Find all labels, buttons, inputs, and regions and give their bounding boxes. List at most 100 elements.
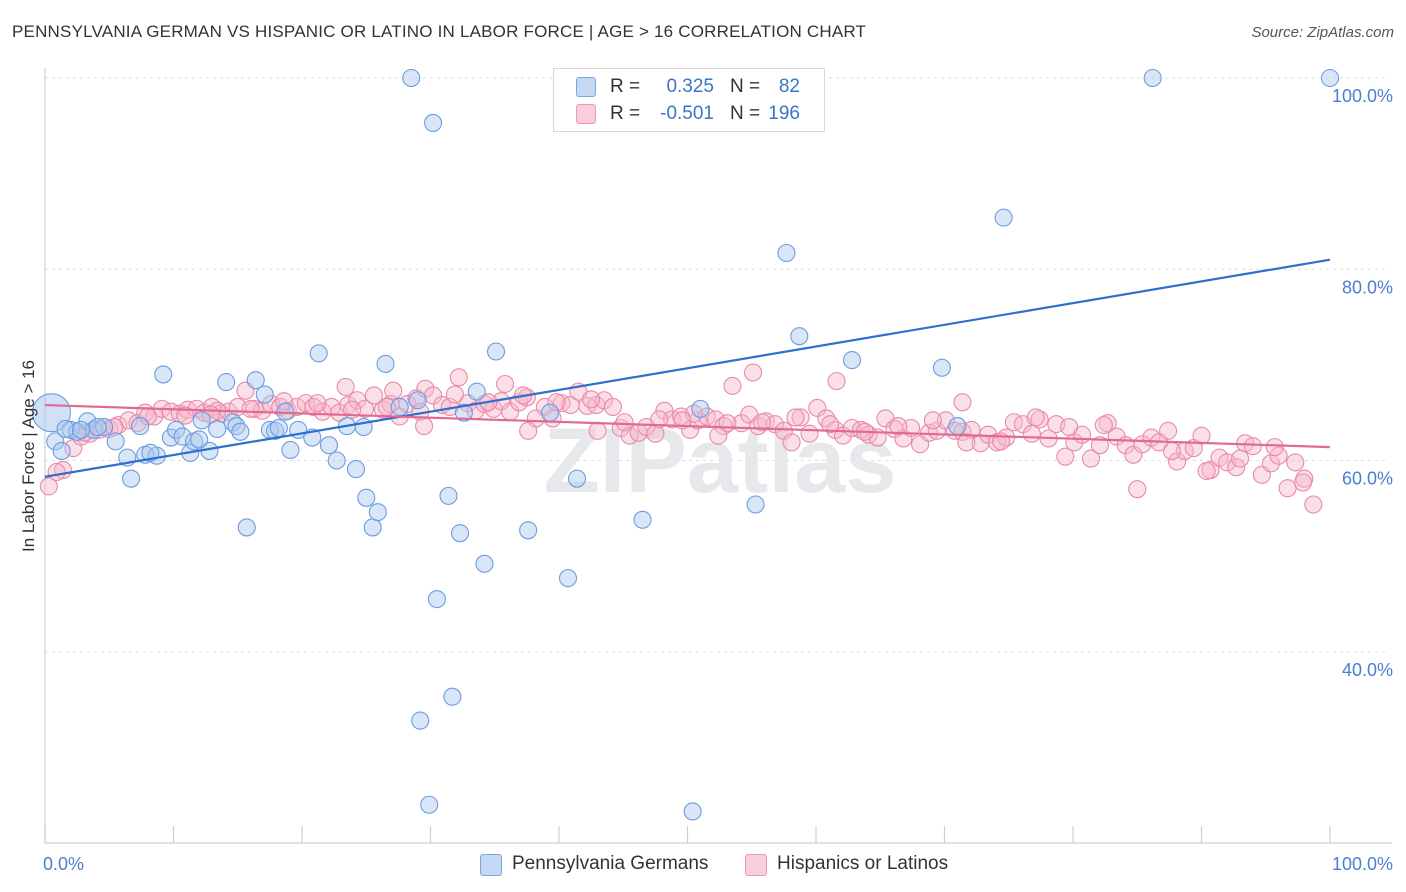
- data-point-hispanics: [47, 462, 66, 482]
- data-point-pa-germans: [237, 518, 256, 537]
- data-point-pa-germans: [540, 403, 560, 422]
- data-point-hispanics: [1304, 495, 1323, 514]
- data-point-hispanics: [1026, 408, 1045, 427]
- data-point-pa-germans: [71, 420, 91, 439]
- data-point-pa-germans: [402, 68, 421, 88]
- data-point-pa-germans: [439, 486, 458, 505]
- data-point-pa-germans: [691, 399, 710, 418]
- data-point-pa-germans: [192, 411, 211, 430]
- data-point-hispanics: [588, 421, 607, 440]
- legend-swatch-pink: [576, 104, 596, 124]
- data-point-pa-germans: [948, 417, 967, 436]
- data-point-pa-germans: [424, 113, 443, 132]
- data-point-pa-germans: [558, 569, 578, 588]
- y-tick-label: 60.0%: [1342, 469, 1393, 489]
- data-point-hispanics: [1293, 473, 1313, 492]
- data-point-hispanics: [308, 394, 327, 413]
- data-point-pa-germans: [190, 430, 209, 449]
- data-point-hispanics: [449, 368, 468, 387]
- n-label: N =: [730, 76, 761, 97]
- data-point-pa-germans: [427, 590, 446, 609]
- data-point-hispanics: [650, 410, 669, 429]
- y-tick-label: 40.0%: [1342, 660, 1393, 680]
- data-point-hispanics: [1192, 426, 1211, 445]
- data-point-pa-germans: [95, 417, 114, 437]
- series-hispanics-points: [39, 363, 1323, 514]
- data-point-hispanics: [1231, 449, 1250, 468]
- data-point-pa-germans: [519, 521, 538, 540]
- data-point-hispanics: [800, 424, 819, 443]
- data-point-pa-germans: [790, 327, 809, 346]
- data-point-pa-germans: [106, 432, 125, 451]
- data-point-pa-germans: [46, 432, 65, 451]
- y-axis-label: In Labor Force | Age > 16: [19, 360, 38, 552]
- data-point-hispanics: [923, 411, 942, 430]
- x-tick-label: 0.0%: [43, 854, 84, 874]
- data-point-hispanics: [1286, 453, 1305, 472]
- data-point-pa-germans: [994, 208, 1013, 227]
- data-point-hispanics: [495, 374, 515, 394]
- data-point-pa-germans: [255, 385, 274, 404]
- data-point-hispanics: [615, 413, 634, 432]
- data-point-pa-germans: [420, 795, 439, 814]
- data-point-pa-germans: [408, 391, 427, 410]
- trend-lines: [44, 258, 1331, 478]
- y-tick-labels: 40.0% 60.0% 80.0% 100.0%: [1332, 86, 1393, 680]
- data-point-pa-germans: [467, 382, 486, 401]
- grid-lines: [45, 77, 1385, 653]
- data-point-pa-germans: [122, 469, 141, 488]
- data-point-pa-germans: [231, 422, 250, 441]
- data-point-hispanics: [1128, 480, 1147, 499]
- r-label: R =: [610, 76, 641, 97]
- x-tick-labels: 0.0% 100.0%: [43, 854, 1393, 874]
- data-point-pa-germans: [246, 371, 265, 390]
- data-point-hispanics: [752, 413, 772, 432]
- data-point-hispanics: [39, 477, 58, 496]
- data-point-pa-germans: [131, 417, 150, 436]
- data-point-pa-germans: [208, 419, 227, 438]
- data-point-hispanics: [1269, 446, 1288, 465]
- r-value: 0.325: [666, 76, 714, 97]
- data-point-pa-germans: [683, 802, 702, 821]
- data-point-pa-germans: [443, 687, 462, 706]
- data-point-pa-germans: [376, 354, 395, 373]
- data-point-hispanics: [808, 398, 827, 417]
- data-point-hispanics: [1265, 438, 1284, 457]
- data-point-hispanics: [241, 399, 260, 418]
- legend-label: Pennsylvania Germans: [512, 853, 709, 874]
- data-point-hispanics: [364, 386, 384, 405]
- data-point-hispanics: [355, 399, 375, 418]
- data-point-hispanics: [791, 408, 810, 427]
- data-point-hispanics: [936, 411, 955, 430]
- data-point-pa-germans: [1143, 68, 1162, 88]
- data-point-hispanics: [957, 433, 976, 452]
- data-point-hispanics: [1278, 479, 1297, 498]
- legend-swatch-blue: [576, 77, 596, 97]
- data-point-pa-germans: [368, 503, 387, 522]
- data-point-pa-germans: [567, 469, 587, 488]
- data-point-hispanics: [1081, 449, 1101, 468]
- data-point-pa-germans: [154, 365, 173, 384]
- data-point-hispanics: [1056, 447, 1075, 466]
- x-tick-label: 100.0%: [1332, 854, 1393, 874]
- data-point-hispanics: [547, 393, 566, 412]
- data-point-pa-germans: [357, 488, 376, 507]
- data-point-pa-germans: [633, 510, 652, 529]
- data-point-pa-germans: [454, 403, 473, 422]
- data-point-pa-germans: [61, 420, 80, 439]
- source-label: Source: ZipAtlas.com: [1251, 24, 1394, 41]
- data-point-pa-germans: [319, 436, 339, 455]
- data-point-pa-germans: [269, 418, 288, 438]
- trend-line-pa-germans: [44, 258, 1331, 478]
- legend-swatch-pink: [745, 854, 767, 876]
- data-point-pa-germans: [167, 420, 186, 439]
- data-point-pa-germans: [411, 711, 430, 730]
- data-point-hispanics: [786, 408, 805, 427]
- data-point-pa-germans: [281, 440, 300, 460]
- data-point-pa-germans: [327, 451, 346, 470]
- legend-swatch-blue: [480, 854, 502, 876]
- data-point-hispanics: [1243, 437, 1262, 456]
- data-point-hispanics: [1124, 445, 1143, 464]
- data-point-hispanics: [743, 363, 763, 382]
